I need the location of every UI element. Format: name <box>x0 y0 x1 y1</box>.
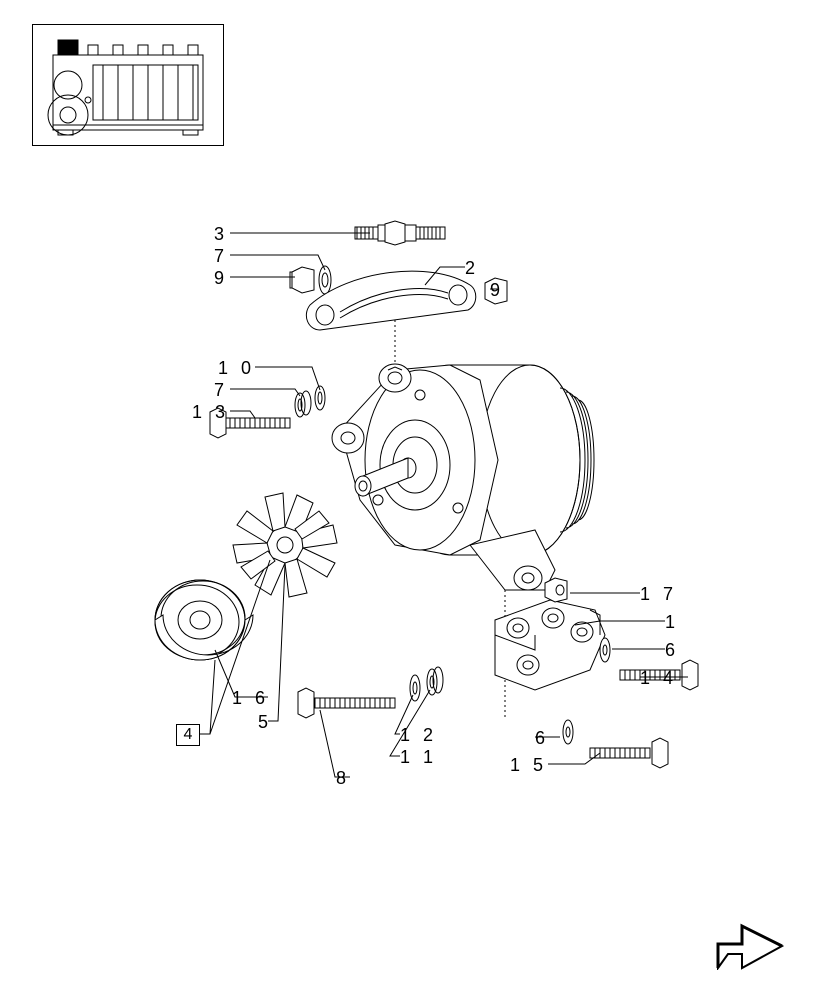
callout-9: 9 <box>214 268 228 289</box>
callout-17: 1 7 <box>640 584 677 605</box>
callout-11: 1 1 <box>400 747 437 768</box>
callout-15: 1 5 <box>510 755 547 776</box>
callout-4-boxed: 4 <box>176 724 200 746</box>
callout-12: 1 2 <box>400 725 437 746</box>
callout-14: 1 4 <box>640 668 677 689</box>
callout-6: 6 <box>535 728 549 749</box>
callout-3: 3 <box>214 224 228 245</box>
callout-8: 8 <box>336 768 350 789</box>
callout-5: 5 <box>258 712 272 733</box>
callout-16: 1 6 <box>232 688 269 709</box>
next-page-icon[interactable] <box>716 910 786 970</box>
callout-13: 1 3 <box>192 402 229 423</box>
callout-6: 6 <box>665 640 679 661</box>
callout-9: 9 <box>490 280 504 301</box>
callout-10: 1 0 <box>218 358 255 379</box>
exploded-diagram <box>0 0 816 1000</box>
callout-7: 7 <box>214 246 228 267</box>
callout-1: 1 <box>665 612 679 633</box>
callout-7: 7 <box>214 380 228 401</box>
callout-2: 2 <box>465 258 479 279</box>
